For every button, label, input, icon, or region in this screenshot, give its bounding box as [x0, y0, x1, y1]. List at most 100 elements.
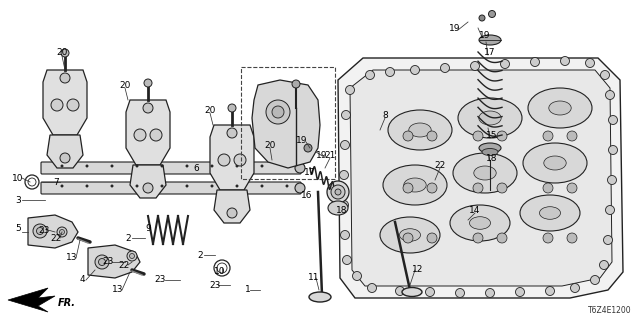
Circle shape	[365, 70, 374, 79]
Circle shape	[342, 110, 351, 119]
Circle shape	[427, 131, 437, 141]
Text: 14: 14	[469, 205, 481, 214]
Ellipse shape	[548, 101, 572, 115]
Ellipse shape	[331, 185, 345, 199]
Circle shape	[211, 165, 213, 167]
Circle shape	[51, 99, 63, 111]
Ellipse shape	[479, 143, 501, 153]
Text: 20: 20	[204, 106, 216, 115]
Circle shape	[543, 183, 553, 193]
Circle shape	[600, 260, 609, 269]
Ellipse shape	[482, 148, 498, 156]
Circle shape	[473, 183, 483, 193]
Circle shape	[60, 73, 70, 83]
Text: 19: 19	[479, 30, 491, 39]
Circle shape	[286, 185, 288, 187]
Circle shape	[609, 116, 618, 124]
Polygon shape	[338, 58, 623, 298]
Circle shape	[531, 58, 540, 67]
Circle shape	[161, 165, 163, 167]
Circle shape	[473, 131, 483, 141]
Text: 17: 17	[484, 47, 496, 57]
Text: 4: 4	[79, 276, 85, 284]
Text: 10: 10	[214, 268, 226, 276]
Circle shape	[403, 131, 413, 141]
Text: FR.: FR.	[58, 298, 76, 308]
Ellipse shape	[295, 163, 305, 173]
Circle shape	[605, 91, 614, 100]
Circle shape	[515, 287, 525, 297]
Circle shape	[236, 185, 238, 187]
FancyBboxPatch shape	[41, 182, 301, 194]
Circle shape	[488, 11, 495, 18]
Ellipse shape	[479, 111, 501, 125]
Text: 22: 22	[118, 260, 130, 269]
Text: 23: 23	[38, 226, 50, 235]
Circle shape	[440, 63, 449, 73]
Circle shape	[426, 287, 435, 297]
Polygon shape	[47, 135, 83, 168]
Circle shape	[605, 205, 614, 214]
Circle shape	[33, 224, 47, 238]
Circle shape	[61, 49, 69, 57]
Text: 3: 3	[15, 196, 21, 204]
Text: 20: 20	[119, 81, 131, 90]
Ellipse shape	[383, 165, 447, 205]
Text: 6: 6	[193, 164, 199, 172]
Circle shape	[36, 228, 44, 235]
Text: 16: 16	[301, 190, 313, 199]
Circle shape	[586, 59, 595, 68]
Circle shape	[266, 100, 290, 124]
Ellipse shape	[335, 189, 341, 195]
Circle shape	[61, 165, 63, 167]
Circle shape	[607, 175, 616, 185]
Circle shape	[456, 289, 465, 298]
Circle shape	[186, 165, 188, 167]
Circle shape	[346, 85, 355, 94]
Text: 22: 22	[435, 161, 445, 170]
Ellipse shape	[523, 143, 587, 183]
Ellipse shape	[328, 201, 348, 215]
Circle shape	[228, 104, 236, 112]
Text: 7: 7	[53, 178, 59, 187]
Circle shape	[161, 185, 163, 187]
Circle shape	[339, 171, 349, 180]
Ellipse shape	[399, 229, 420, 241]
Circle shape	[403, 183, 413, 193]
Circle shape	[218, 154, 230, 166]
Text: 17: 17	[304, 167, 316, 177]
Circle shape	[99, 259, 106, 266]
Circle shape	[543, 233, 553, 243]
Circle shape	[567, 131, 577, 141]
Circle shape	[545, 286, 554, 295]
Circle shape	[591, 276, 600, 284]
Circle shape	[136, 165, 138, 167]
Text: 19: 19	[316, 150, 328, 159]
Ellipse shape	[404, 178, 426, 192]
Text: 22: 22	[51, 234, 61, 243]
Polygon shape	[43, 70, 87, 135]
Circle shape	[497, 131, 507, 141]
Circle shape	[234, 154, 246, 166]
Polygon shape	[252, 80, 320, 168]
Circle shape	[342, 255, 351, 265]
Text: 18: 18	[336, 205, 348, 214]
Polygon shape	[130, 165, 166, 198]
Circle shape	[67, 99, 79, 111]
Text: 2: 2	[125, 234, 131, 243]
Ellipse shape	[520, 195, 580, 231]
Circle shape	[286, 165, 288, 167]
Circle shape	[470, 61, 479, 70]
Polygon shape	[8, 288, 55, 312]
Circle shape	[86, 185, 88, 187]
Text: 2: 2	[197, 251, 203, 260]
Circle shape	[403, 233, 413, 243]
Circle shape	[500, 60, 509, 68]
Text: 8: 8	[382, 110, 388, 119]
Ellipse shape	[544, 156, 566, 170]
Ellipse shape	[470, 217, 490, 229]
Circle shape	[427, 233, 437, 243]
Circle shape	[86, 165, 88, 167]
Text: 23: 23	[209, 281, 221, 290]
Circle shape	[340, 140, 349, 149]
